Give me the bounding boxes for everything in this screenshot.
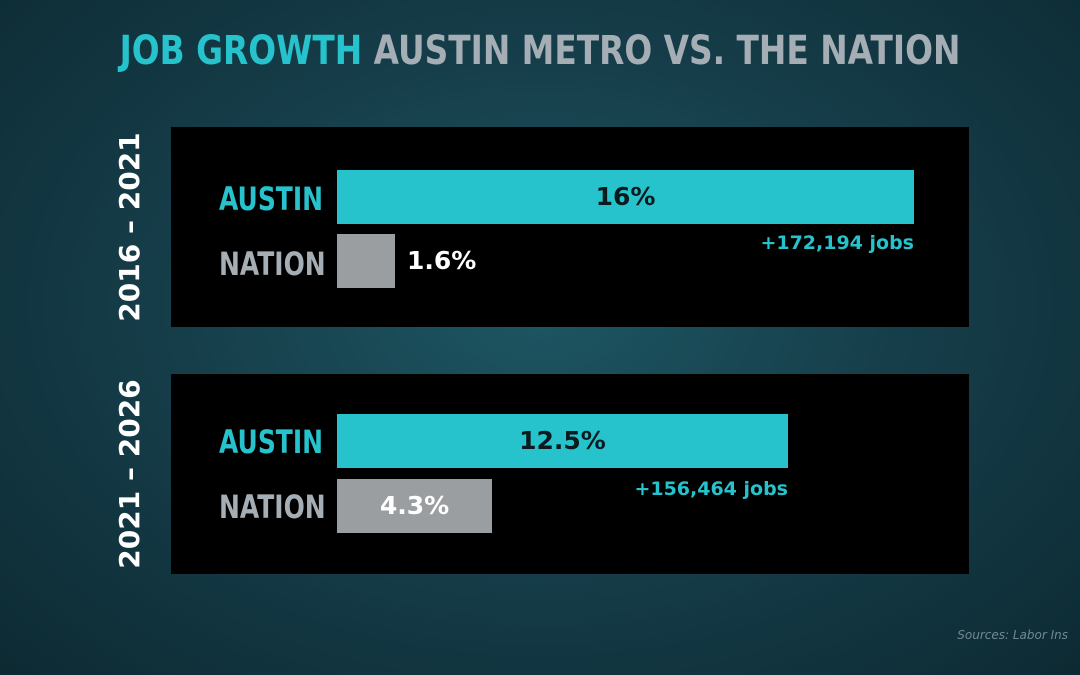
category-label-austin: AUSTIN	[219, 180, 323, 218]
category-label-nation: NATION	[219, 245, 326, 283]
chart-panel-2016-2021: 2016 – 2021 AUSTIN NATION 16% 1.6% +172,…	[113, 127, 969, 327]
chart-panel-2021-2026: 2021 – 2026 AUSTIN NATION 12.5% 4.3% +15…	[113, 374, 969, 574]
period-label: 2021 – 2026	[113, 379, 146, 569]
chart-title: JOB GROWTH AUSTIN METRO VS. THE NATION	[97, 28, 983, 74]
jobs-annotation: +172,194 jobs	[760, 232, 914, 254]
category-label-nation: NATION	[219, 488, 326, 526]
value-label-austin: 16%	[595, 182, 656, 211]
title-highlight: JOB GROWTH	[119, 28, 363, 74]
bar-austin	[337, 414, 788, 468]
period-label: 2016 – 2021	[113, 132, 146, 322]
value-label-austin: 12.5%	[519, 426, 606, 455]
bar-austin	[337, 170, 914, 224]
jobs-annotation: +156,464 jobs	[634, 478, 788, 500]
category-label-austin: AUSTIN	[219, 423, 323, 461]
title-rest: AUSTIN METRO VS. THE NATION	[373, 28, 961, 74]
source-note: Sources: Labor Ins	[957, 628, 1068, 642]
value-label-nation: 1.6%	[407, 246, 477, 275]
bar-nation	[337, 234, 395, 288]
value-label-nation: 4.3%	[379, 491, 450, 520]
bar-nation	[337, 479, 492, 533]
